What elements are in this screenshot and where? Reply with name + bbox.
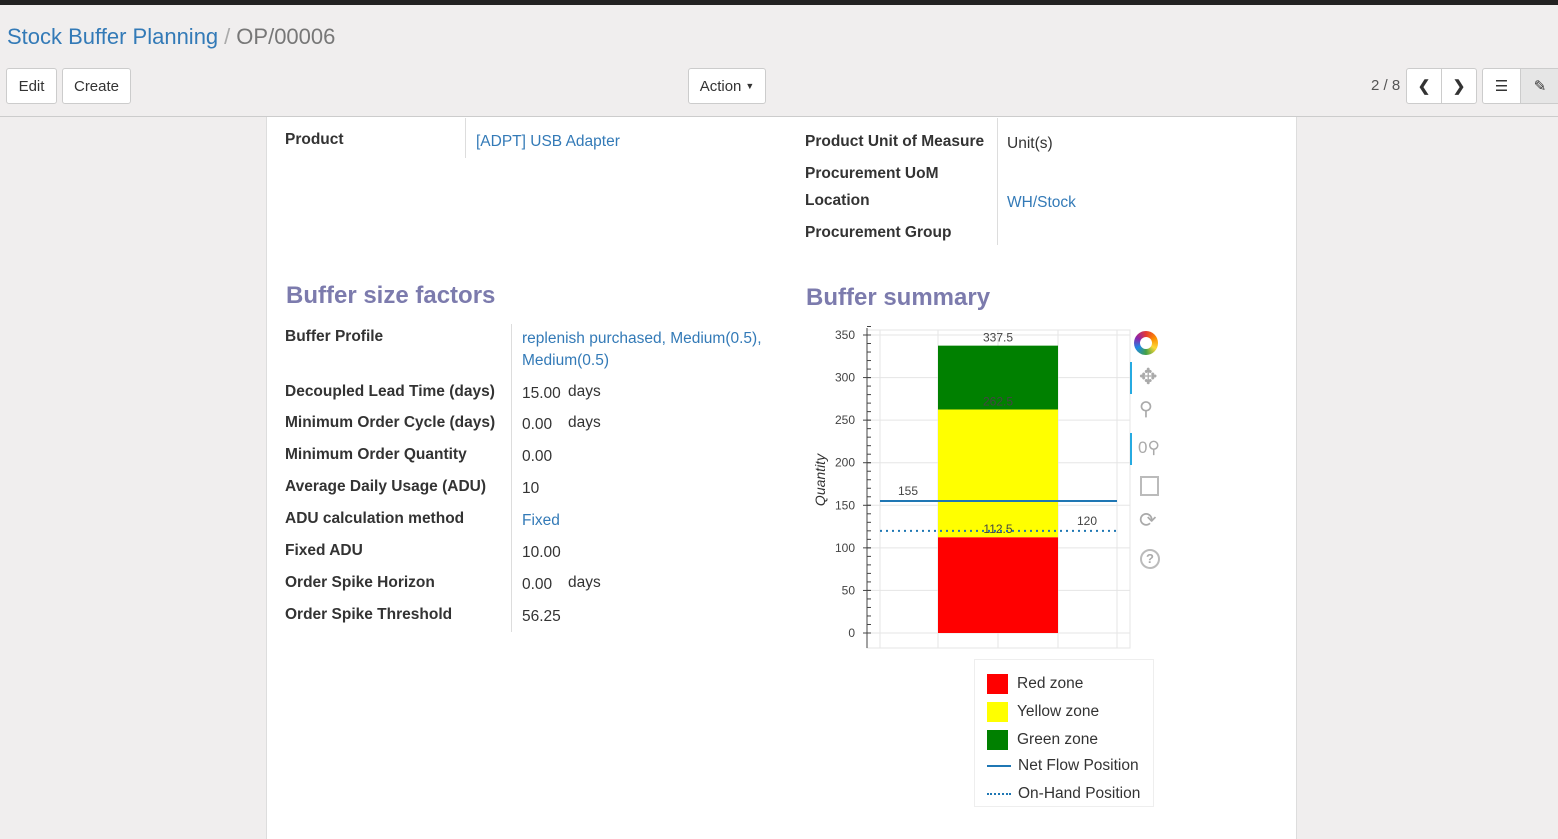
dotted-line-swatch	[987, 793, 1011, 795]
factor-value: 0.00	[522, 576, 553, 593]
product-label: Product	[285, 131, 344, 148]
bar-segment	[938, 345, 1058, 410]
edit-form-icon: ✎	[1533, 78, 1547, 95]
divider	[465, 118, 466, 158]
on-hand-label: 120	[1077, 514, 1097, 528]
wheel-zoom-tool-icon[interactable]: 0⚲	[1138, 438, 1160, 457]
bokeh-logo-icon	[1134, 331, 1158, 355]
bar-segment	[938, 537, 1058, 633]
factors-title: Buffer size factors	[286, 282, 496, 309]
list-view-button[interactable]: ☰	[1482, 68, 1521, 104]
factor-label: Minimum Order Quantity	[285, 446, 467, 463]
location-label: Location	[805, 192, 870, 209]
factor-value[interactable]: Fixed	[522, 512, 560, 529]
factor-label: Order Spike Horizon	[285, 574, 435, 591]
action-dropdown[interactable]: Action ▼	[688, 68, 766, 104]
product-link[interactable]: [ADPT] USB Adapter	[476, 133, 620, 150]
y-tick-label: 200	[835, 456, 855, 470]
green-swatch	[987, 730, 1008, 750]
factor-value: 0.00	[522, 448, 553, 465]
y-tick-label: 350	[835, 328, 855, 342]
factor-value: 10.00	[522, 544, 561, 561]
y-axis-label: Quantity	[812, 453, 828, 506]
factor-label: Minimum Order Cycle (days)	[285, 414, 496, 431]
breadcrumb: Stock Buffer Planning / OP/00006	[7, 24, 335, 50]
help-tool-icon[interactable]: ?	[1140, 549, 1160, 569]
form-view-button[interactable]: ✎	[1520, 68, 1558, 104]
save-tool-icon[interactable]	[1140, 476, 1159, 496]
list-icon: ☰	[1494, 78, 1509, 95]
active-tool-indicator	[1130, 433, 1132, 465]
red-swatch	[987, 674, 1008, 694]
y-tick-label: 250	[835, 413, 855, 427]
control-panel: Stock Buffer Planning / OP/00006 Edit Crea…	[0, 5, 1558, 117]
edit-button[interactable]: Edit	[6, 68, 57, 104]
legend-item: Green zone	[987, 730, 1098, 750]
factor-value: 56.25	[522, 608, 561, 625]
buffer-chart: 0 50 100 150 200 250 300 350 Quantity 112.5 262.5 3…	[812, 325, 1131, 649]
factor-label: ADU calculation method	[285, 510, 465, 527]
box-zoom-tool-icon[interactable]: ⚲	[1139, 399, 1153, 420]
net-flow-label: 155	[898, 484, 918, 498]
divider	[511, 324, 512, 632]
pan-tool-icon[interactable]: ✥	[1139, 364, 1158, 389]
factor-value[interactable]: replenish purchased, Medium(0.5), Medium…	[522, 330, 762, 369]
y-tick-label: 150	[835, 498, 855, 512]
procurement-group-label: Procurement Group	[805, 224, 952, 241]
factor-value: 15.00	[522, 385, 561, 402]
factor-label: Buffer Profile	[285, 328, 384, 345]
y-tick-label: 50	[842, 583, 856, 597]
bar-label: 262.5	[983, 395, 1013, 409]
previous-record-button[interactable]: ❮	[1406, 68, 1442, 104]
factor-unit: days	[568, 383, 601, 400]
y-tick-label: 0	[848, 626, 855, 640]
solid-line-swatch	[987, 765, 1011, 767]
factor-unit: days	[568, 414, 601, 431]
legend-item: On-Hand Position	[987, 785, 1140, 803]
uom-value: Unit(s)	[1007, 135, 1053, 152]
factor-label: Fixed ADU	[285, 542, 363, 559]
factor-label: Order Spike Threshold	[285, 606, 453, 623]
chart-legend: Red zone Yellow zone Green zone Net Flow…	[974, 659, 1154, 807]
summary-title: Buffer summary	[806, 284, 991, 311]
procurement-uom-label: Procurement UoM	[805, 165, 939, 182]
breadcrumb-current: OP/00006	[236, 24, 336, 49]
legend-item: Yellow zone	[987, 702, 1099, 722]
bar-label: 337.5	[983, 331, 1013, 345]
chevron-right-icon: ❯	[1452, 78, 1466, 95]
chevron-left-icon: ❮	[1417, 78, 1431, 95]
factor-value: 0.00	[522, 416, 553, 433]
caret-down-icon: ▼	[745, 81, 755, 91]
legend-label: Red zone	[1017, 675, 1084, 692]
factor-label: Decoupled Lead Time (days)	[285, 383, 495, 400]
legend-label: Net Flow Position	[1018, 757, 1139, 774]
factor-label: Average Daily Usage (ADU)	[285, 478, 486, 495]
top-bar	[0, 0, 1558, 5]
divider	[997, 118, 998, 245]
uom-label: Product Unit of Measure	[805, 133, 985, 150]
breadcrumb-separator: /	[224, 24, 231, 49]
legend-item: Red zone	[987, 674, 1083, 694]
factor-value: 10	[522, 480, 540, 497]
legend-label: Yellow zone	[1017, 703, 1100, 720]
breadcrumb-parent[interactable]: Stock Buffer Planning	[7, 24, 219, 49]
location-link[interactable]: WH/Stock	[1007, 194, 1076, 211]
yellow-swatch	[987, 702, 1008, 722]
reset-tool-icon[interactable]: ⟳	[1139, 509, 1157, 532]
create-button[interactable]: Create	[62, 68, 131, 104]
legend-item: Net Flow Position	[987, 757, 1139, 775]
action-label: Action	[699, 77, 742, 95]
factor-unit: days	[568, 574, 601, 591]
legend-label: Green zone	[1017, 731, 1098, 748]
legend-label: On-Hand Position	[1018, 785, 1141, 802]
next-record-button[interactable]: ❯	[1441, 68, 1477, 104]
y-tick-label: 300	[835, 371, 855, 385]
pager-value: 2 / 8	[1371, 77, 1401, 94]
y-tick-label: 100	[835, 541, 855, 555]
bar-segment	[938, 409, 1058, 538]
active-tool-indicator	[1130, 362, 1132, 394]
bar-label: 112.5	[983, 522, 1012, 536]
